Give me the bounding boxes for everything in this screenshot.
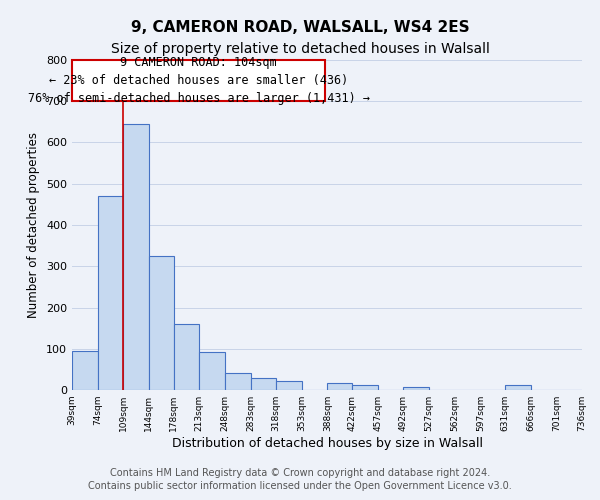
Bar	[72, 60, 325, 101]
Bar	[225, 372, 251, 390]
Bar	[352, 385, 378, 390]
Bar	[276, 381, 302, 390]
Text: 9, CAMERON ROAD, WALSALL, WS4 2ES: 9, CAMERON ROAD, WALSALL, WS4 2ES	[131, 20, 469, 35]
Bar	[174, 324, 199, 390]
Bar	[98, 196, 123, 390]
Bar	[328, 382, 352, 390]
Bar	[72, 351, 98, 390]
X-axis label: Distribution of detached houses by size in Walsall: Distribution of detached houses by size …	[172, 437, 482, 450]
Bar	[199, 352, 225, 390]
Text: Contains public sector information licensed under the Open Government Licence v3: Contains public sector information licen…	[88, 481, 512, 491]
Text: Contains HM Land Registry data © Crown copyright and database right 2024.: Contains HM Land Registry data © Crown c…	[110, 468, 490, 477]
Bar	[403, 386, 429, 390]
Y-axis label: Number of detached properties: Number of detached properties	[28, 132, 40, 318]
Bar	[251, 378, 276, 390]
Bar	[505, 385, 531, 390]
Text: 9 CAMERON ROAD: 104sqm
← 23% of detached houses are smaller (436)
76% of semi-de: 9 CAMERON ROAD: 104sqm ← 23% of detached…	[28, 56, 370, 105]
Bar	[149, 256, 174, 390]
Bar	[123, 124, 149, 390]
Text: Size of property relative to detached houses in Walsall: Size of property relative to detached ho…	[110, 42, 490, 56]
